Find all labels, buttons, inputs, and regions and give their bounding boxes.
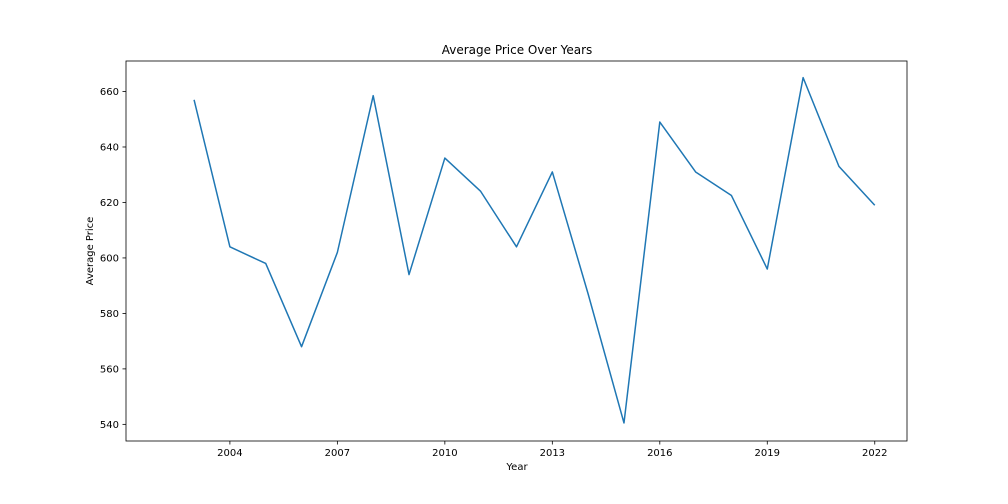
y-axis: 540 560 580 600 620 640 660 [100,87,126,431]
x-tick-label: 2016 [647,448,672,459]
y-tick-label: 560 [100,364,119,375]
y-tick-label: 620 [100,198,119,209]
y-tick-label: 640 [100,142,119,153]
y-tick-label: 580 [100,309,119,320]
y-tick-label: 540 [100,420,119,431]
plot-area [125,60,908,442]
series-line-0 [193,76,876,424]
x-axis: 2004 2007 2010 2013 2016 2019 2022 [217,441,887,459]
y-tick-label: 600 [100,253,119,264]
x-tick-label: 2004 [217,448,242,459]
y-tick-label: 660 [100,87,119,98]
x-tick-label: 2019 [755,448,780,459]
plot-frame [125,60,908,442]
x-tick-label: 2010 [432,448,457,459]
y-axis-title: Average Price [85,217,96,286]
x-tick-label: 2007 [325,448,350,459]
x-tick-label: 2013 [540,448,565,459]
x-axis-title: Year [505,462,528,473]
x-tick-label: 2022 [862,448,887,459]
chart-title: Average Price Over Years [442,43,593,57]
